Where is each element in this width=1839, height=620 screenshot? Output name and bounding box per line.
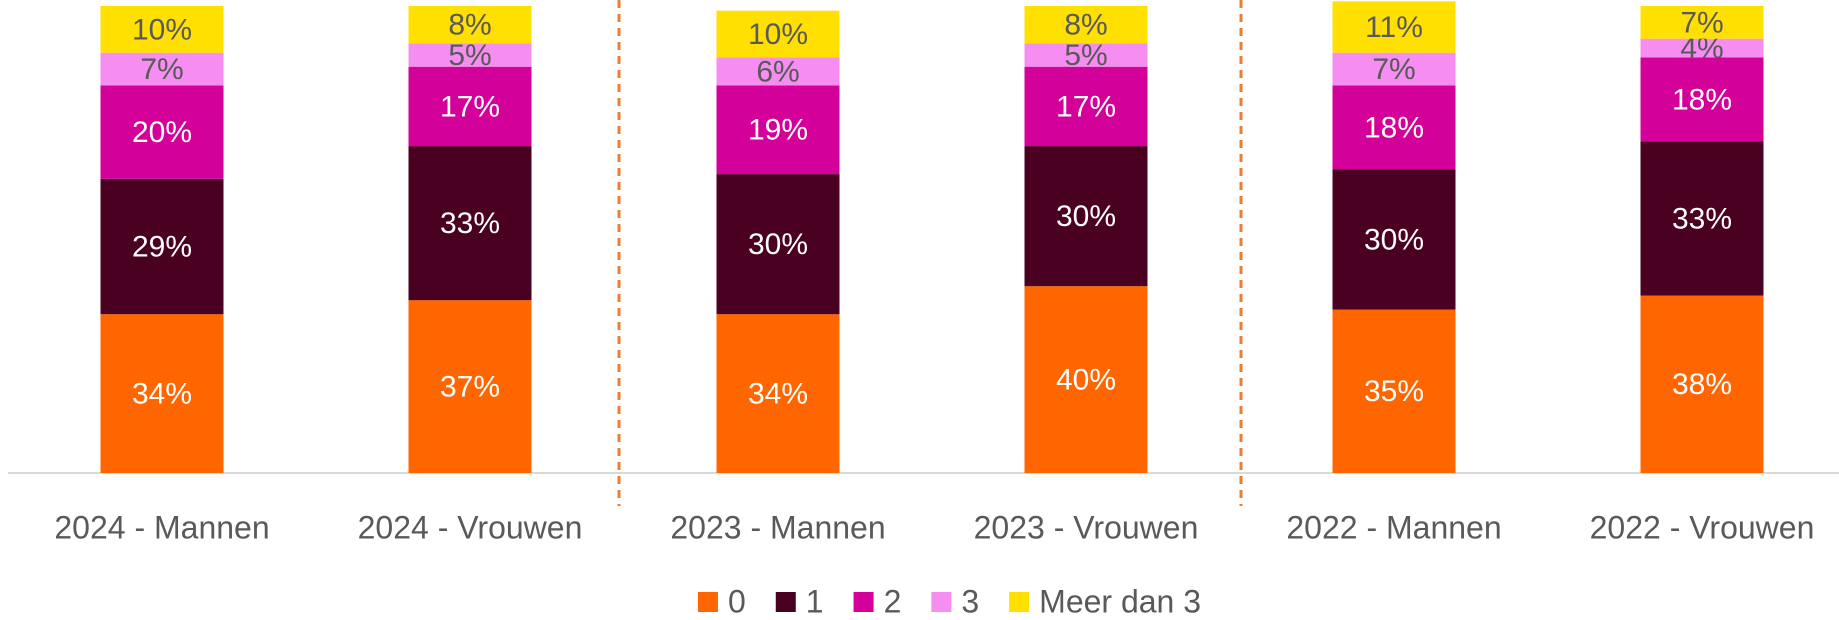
value-label: 8% xyxy=(1064,9,1107,42)
bar-segment xyxy=(1024,286,1148,473)
bar-segment xyxy=(100,178,224,315)
bar-segment xyxy=(716,85,840,175)
x-tick-label: 2023 - Vrouwen xyxy=(974,509,1199,545)
value-label: 20% xyxy=(132,116,192,149)
legend-label: 1 xyxy=(806,583,824,619)
bar-segment xyxy=(1332,309,1456,473)
x-tick-label: 2023 - Mannen xyxy=(670,509,885,545)
bar-segment xyxy=(1332,1,1456,53)
bar-segment xyxy=(100,314,224,473)
bar-segment xyxy=(1640,141,1764,296)
x-tick-label: 2024 - Mannen xyxy=(54,509,269,545)
x-tick-label: 2024 - Vrouwen xyxy=(358,509,583,545)
value-label: 18% xyxy=(1364,111,1424,144)
bar-segment xyxy=(1024,66,1148,147)
value-label: 19% xyxy=(748,114,808,147)
bar-segment xyxy=(100,85,224,179)
legend-label: 2 xyxy=(884,583,902,619)
value-label: 34% xyxy=(748,378,808,411)
legend-swatch xyxy=(853,592,874,612)
legend-label: 0 xyxy=(728,583,746,619)
bar-segment xyxy=(716,10,840,58)
bar-segment xyxy=(1024,6,1148,44)
value-label: 5% xyxy=(1064,39,1107,72)
value-label: 40% xyxy=(1056,364,1116,397)
legend-label: Meer dan 3 xyxy=(1039,583,1201,619)
x-tick-label: 2022 - Mannen xyxy=(1286,509,1501,545)
bar-segment xyxy=(408,43,532,67)
legend-swatch xyxy=(931,592,952,612)
x-tick-label: 2022 - Vrouwen xyxy=(1590,509,1815,545)
bar-segment xyxy=(716,174,840,315)
bar-segment xyxy=(1640,295,1764,473)
bar-segment xyxy=(1332,85,1456,170)
bar-segment xyxy=(1640,57,1764,142)
bar-segment xyxy=(100,52,224,86)
bar-segment xyxy=(100,6,224,53)
bar-segment xyxy=(1024,43,1148,67)
value-label: 7% xyxy=(1372,53,1415,86)
value-label: 30% xyxy=(1056,200,1116,233)
legend: 0 1 2 3 Meer dan 3 xyxy=(697,583,1201,619)
value-label: 30% xyxy=(1364,223,1424,256)
value-label: 5% xyxy=(448,39,491,72)
value-label: 33% xyxy=(440,207,500,240)
value-label: 35% xyxy=(1364,375,1424,408)
bar-segment xyxy=(1332,52,1456,86)
bar-segment xyxy=(716,57,840,86)
bar-segment xyxy=(1640,38,1764,58)
value-label: 17% xyxy=(440,90,500,123)
bar-segment xyxy=(408,66,532,147)
bar-segment xyxy=(1332,169,1456,310)
bar-segment xyxy=(408,6,532,44)
value-label: 29% xyxy=(132,230,192,263)
legend-swatch xyxy=(1009,592,1030,612)
value-label: 18% xyxy=(1672,83,1732,116)
value-label: 8% xyxy=(448,9,491,42)
legend-label: 3 xyxy=(961,583,979,619)
value-label: 38% xyxy=(1672,368,1732,401)
bar-segment xyxy=(716,314,840,473)
value-label: 10% xyxy=(748,18,808,51)
value-label: 37% xyxy=(440,371,500,404)
value-label: 33% xyxy=(1672,202,1732,235)
value-label: 11% xyxy=(1365,11,1423,44)
value-label: 7% xyxy=(1680,6,1723,39)
bar-segment xyxy=(1024,146,1148,287)
bar-segment xyxy=(408,146,532,301)
bar-segment xyxy=(408,300,532,473)
value-label: 34% xyxy=(132,378,192,411)
bar-segment xyxy=(1640,6,1764,39)
value-label: 17% xyxy=(1056,90,1116,123)
legend-swatch xyxy=(775,592,796,612)
legend-swatch xyxy=(697,592,718,612)
value-label: 7% xyxy=(140,53,183,86)
value-label: 10% xyxy=(132,13,192,46)
value-label: 30% xyxy=(748,228,808,261)
value-label: 6% xyxy=(756,55,799,88)
